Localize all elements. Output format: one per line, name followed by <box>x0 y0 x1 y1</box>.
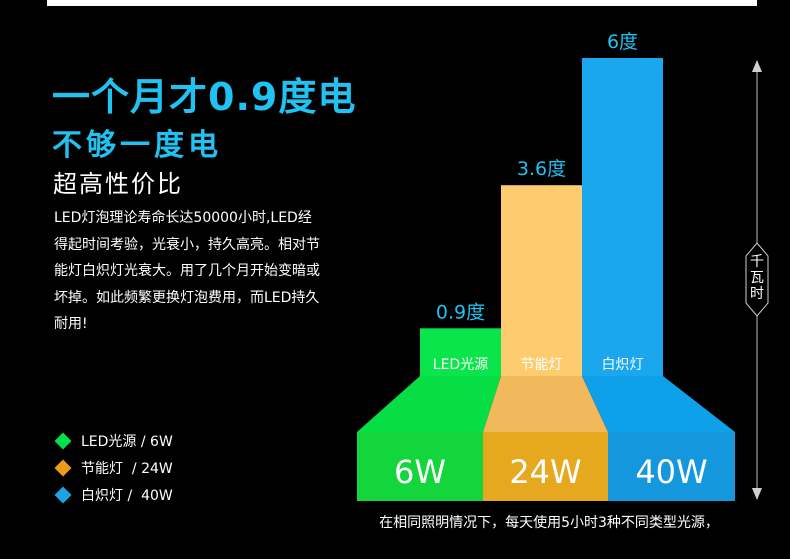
category-label-1: 节能灯 <box>521 357 563 373</box>
axis-arrow-down-icon <box>752 488 762 500</box>
description-line: 能灯白炽灯光衰大。用了几个月开始变暗或 <box>54 263 320 279</box>
legend-item-led: LED光源 / 6W <box>54 427 173 454</box>
legend: LED光源 / 6W 节能灯 / 24W 白炽灯 / 40W <box>54 427 173 508</box>
description-line: 坏掉。如此频繁更换灯泡费用，而LED持久 <box>54 289 320 306</box>
wattage-label-1: 24W <box>509 453 581 491</box>
subhead: 不够一度电 <box>52 128 222 163</box>
description-line: 耐用! <box>54 316 88 332</box>
value-label-1: 3.6度 <box>517 158 566 180</box>
axis-label: 千瓦时 <box>750 254 764 302</box>
category-label-2: 白炽灯 <box>602 357 644 373</box>
legend-item-cfl: 节能灯 / 24W <box>54 454 173 481</box>
legend-label: LED光源 / 6W <box>81 433 173 450</box>
headline: 一个月才0.9度电 <box>52 75 357 119</box>
bar-0 <box>420 328 501 376</box>
footnote: 在相同照明情况下，每天使用5小时3种不同类型光源， <box>379 514 719 531</box>
description-line: 得起时间考验，光衰小，持久高亮。相对节 <box>54 236 320 253</box>
legend-label: 白炽灯 / 40W <box>81 487 173 504</box>
legend-label: 节能灯 / 24W <box>81 460 173 477</box>
value-label-2: 6度 <box>607 31 638 53</box>
base-front-2 <box>608 432 735 501</box>
axis-label-badge <box>745 242 769 317</box>
value-label-0: 0.9度 <box>436 301 485 323</box>
axis-arrow-up-icon <box>752 60 762 72</box>
wattage-label-2: 40W <box>635 453 707 491</box>
description-line: LED灯泡理论寿命长达50000小时,LED经 <box>54 210 312 226</box>
description: LED灯泡理论寿命长达50000小时,LED经 得起时间考验，光衰小，持久高亮。… <box>54 205 366 338</box>
base-front-1 <box>483 432 608 501</box>
legend-item-incandescent: 白炽灯 / 40W <box>54 481 173 508</box>
tagline: 超高性价比 <box>53 170 183 198</box>
base-top-1 <box>483 376 608 432</box>
base-top-0 <box>357 376 501 432</box>
top-divider <box>47 0 757 6</box>
category-label-0: LED光源 <box>433 357 488 373</box>
bar-2 <box>582 58 663 376</box>
base-top-2 <box>582 376 735 432</box>
bar-1 <box>501 185 582 376</box>
base-front-0 <box>357 432 483 501</box>
wattage-label-0: 6W <box>394 453 446 491</box>
